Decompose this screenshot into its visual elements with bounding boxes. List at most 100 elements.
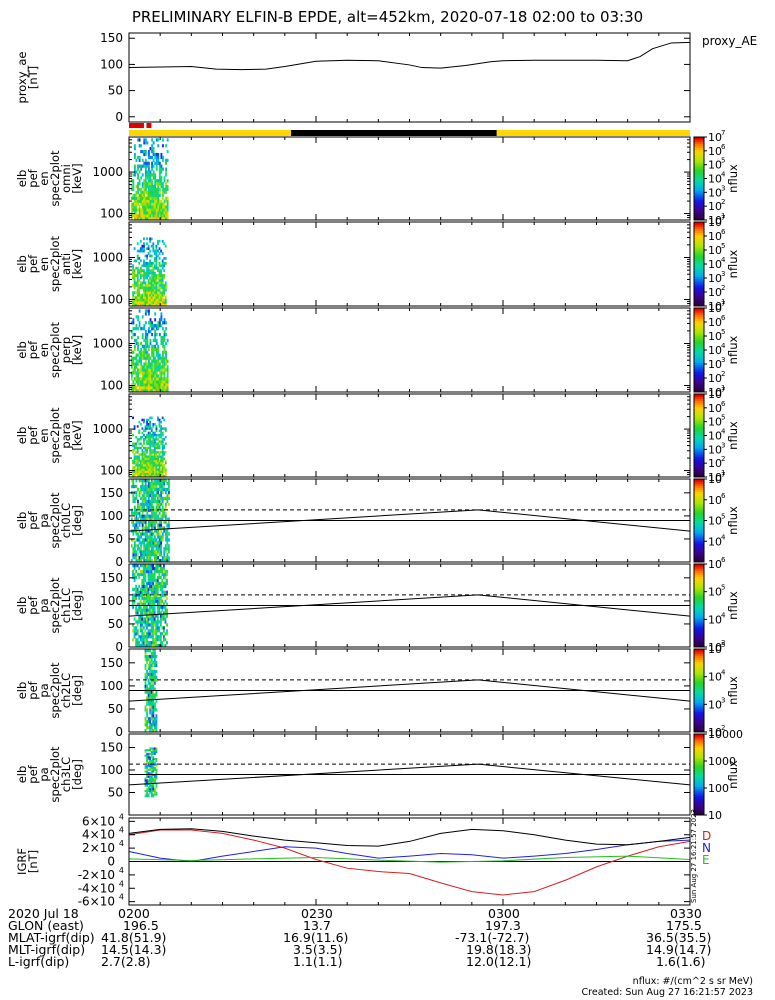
y-tick-label: 1000 <box>92 165 123 179</box>
spectrogram-cell <box>143 196 146 200</box>
spectrogram-cell <box>146 474 148 478</box>
spectrogram-cell <box>161 431 164 435</box>
spectrogram-cell <box>157 211 160 215</box>
spectrogram-cell <box>141 474 144 478</box>
spectrogram-cell <box>163 438 166 441</box>
spectrogram-cell <box>139 239 142 243</box>
y-axis-label-line: pef <box>26 595 40 614</box>
colorbar-segment <box>694 301 704 305</box>
spectrogram-cell <box>160 526 163 530</box>
spectrogram-cell <box>149 520 152 524</box>
spectrogram-cell <box>132 359 135 363</box>
spectrogram-cell <box>143 517 146 521</box>
spectrogram-cell <box>152 550 155 554</box>
spectrogram-cell <box>150 276 153 280</box>
spectrogram-cell <box>165 389 168 393</box>
spectrogram-cell <box>149 211 152 215</box>
spectrogram-cell <box>146 298 148 302</box>
spectrogram-cell <box>142 590 145 594</box>
spectrogram-cell <box>153 455 156 458</box>
spectrogram-cell <box>163 553 166 557</box>
spectrogram-cell <box>153 774 156 777</box>
colorbar-segment <box>694 352 704 355</box>
spectrogram-cell <box>147 793 150 796</box>
spectrogram-cell <box>155 599 158 603</box>
spectrogram-cell <box>153 608 156 612</box>
spectrogram-cell <box>139 247 142 250</box>
spectrogram-cell <box>144 288 147 292</box>
y-axis-label-line: spec2plot <box>48 746 62 803</box>
spectrogram-cell <box>151 161 153 165</box>
y-tick-label: 100 <box>100 378 123 392</box>
spectrogram-cell <box>141 444 144 448</box>
colorbar-segment <box>694 721 704 725</box>
spectrogram-cell <box>141 244 144 248</box>
spectrogram-cell <box>155 529 158 533</box>
spectrogram-cell <box>160 487 163 492</box>
spectrogram-cell <box>144 301 147 304</box>
colorbar-tick-label: 10 <box>708 214 722 227</box>
spectrogram-cell <box>135 359 138 363</box>
spectrogram-cell <box>158 182 161 186</box>
spectrogram-cell <box>149 470 152 473</box>
colorbar-tick-exponent: 5 <box>721 513 725 521</box>
spectrogram-cell <box>152 350 155 354</box>
spectrogram-cell <box>165 386 168 390</box>
spectrogram-cell <box>155 457 158 461</box>
colorbar-segment <box>694 289 704 292</box>
spectrogram-cell <box>153 440 156 443</box>
spectrogram-cell <box>139 468 142 471</box>
spectrogram-cell <box>152 261 155 265</box>
spectrogram-cell <box>158 187 161 192</box>
spectrogram-cell <box>149 666 152 671</box>
spectrogram-cell <box>149 179 152 183</box>
spectrogram-cell <box>137 532 139 536</box>
spectrogram-cell <box>146 775 148 778</box>
spectrogram-cell <box>146 641 148 645</box>
spectrogram-cell <box>143 418 145 422</box>
spectrogram-cell <box>146 296 148 299</box>
spectrogram-cell <box>157 461 159 465</box>
spectrogram-cell <box>158 281 161 285</box>
y-tick-label: -6×10 <box>78 895 115 909</box>
spectrogram-cell <box>166 641 168 645</box>
colorbar-segment <box>694 736 704 739</box>
colorbar-segment <box>694 709 704 712</box>
spectrogram-cell <box>149 459 152 463</box>
spectrogram-cell <box>149 239 152 243</box>
spectrogram-cell <box>163 261 166 265</box>
colorbar-segment <box>694 410 704 414</box>
spectrogram-cell <box>166 581 168 586</box>
spectrogram-cell <box>151 164 153 168</box>
y-axis-label-line: spec2plot <box>48 492 62 549</box>
spectrogram-cell <box>149 556 152 560</box>
spectrogram-cell <box>155 353 158 357</box>
spectrogram-cell <box>149 644 151 648</box>
spectrogram-cell <box>147 274 150 277</box>
spectrogram-cell <box>146 341 149 346</box>
spectrogram-cell <box>132 296 134 299</box>
spectrogram-cell <box>149 756 152 759</box>
spectrogram-cell <box>153 669 156 674</box>
spectrogram-cell <box>130 211 133 215</box>
spectrogram-cell <box>141 584 144 589</box>
spectrogram-cell <box>161 433 164 437</box>
spectrogram-cell <box>149 269 152 273</box>
spectrogram-cell <box>155 772 158 775</box>
spectrogram-cell <box>136 611 139 615</box>
spectrogram-cell <box>152 774 155 777</box>
spectrogram-cell <box>147 286 150 290</box>
y-tick-label: 150 <box>100 486 123 500</box>
spectrogram-cell <box>132 532 135 536</box>
spectrogram-cell <box>130 484 133 489</box>
spectrogram-cell <box>157 446 159 450</box>
spectrogram-cell <box>155 433 158 437</box>
spectrogram-cell <box>146 309 149 313</box>
colorbar-segment <box>694 810 704 814</box>
spectrogram-cell <box>146 789 148 792</box>
spectrogram-cell <box>147 758 150 761</box>
colorbar-tick-exponent: 4 <box>721 171 726 179</box>
spectrogram-cell <box>144 770 147 773</box>
spectrogram-cell <box>133 298 136 302</box>
colorbar-segment <box>694 505 704 509</box>
